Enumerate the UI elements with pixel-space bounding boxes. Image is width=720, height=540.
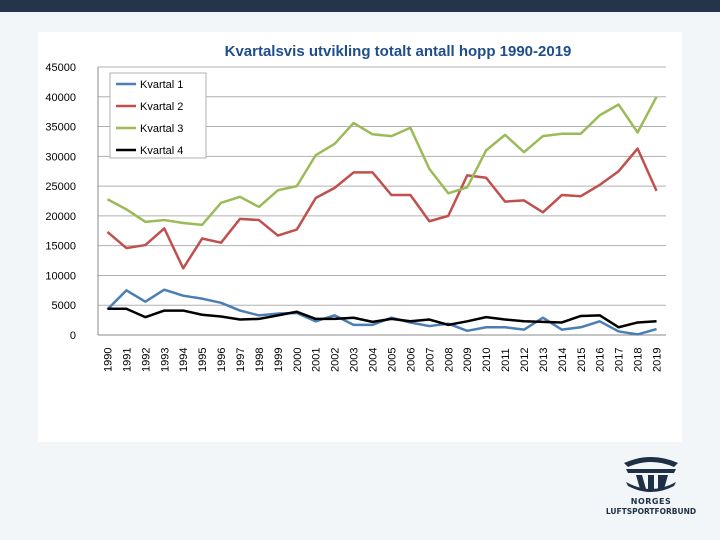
wing-emblem-icon (624, 457, 678, 492)
y-tick-label: 35000 (45, 122, 76, 134)
x-tick-label: 1990 (102, 348, 114, 372)
x-tick-label: 2012 (519, 348, 531, 372)
y-tick-label: 5000 (52, 300, 76, 312)
logo-text-luftsportforbund: LUFTSPORTFORBUND (605, 507, 697, 516)
x-tick-label: 1993 (159, 348, 171, 372)
x-tick-label: 1991 (121, 348, 133, 372)
x-tick-label: 2015 (576, 348, 588, 372)
y-tick-label: 45000 (45, 62, 76, 74)
legend-label: Kvartal 2 (140, 101, 183, 113)
y-tick-label: 30000 (45, 151, 76, 163)
y-tick-label: 10000 (45, 270, 76, 282)
x-tick-label: 2008 (443, 348, 455, 372)
x-tick-label: 1992 (140, 348, 152, 372)
x-tick-label: 1994 (178, 348, 190, 372)
legend-label: Kvartal 4 (140, 145, 183, 157)
legend-box (109, 72, 207, 159)
x-tick-label: 1996 (216, 348, 228, 372)
nlf-logo: NORGES LUFTSPORTFORBUND (596, 452, 706, 524)
x-tick-label: 2007 (424, 348, 436, 372)
x-tick-label: 2011 (500, 348, 512, 372)
x-tick-label: 2004 (368, 348, 380, 372)
y-tick-label: 20000 (45, 211, 76, 223)
legend-label: Kvartal 1 (140, 79, 183, 91)
series-line-2 (106, 147, 658, 270)
x-tick-label: 2002 (330, 348, 342, 372)
line-chart: Kvartalsvis utvikling totalt antall hopp… (45, 43, 666, 372)
x-tick-label: 1997 (235, 348, 247, 372)
x-tick-label: 2018 (633, 348, 645, 372)
x-tick-label: 1995 (197, 348, 209, 372)
series-line-3 (106, 96, 658, 227)
x-tick-label: 2009 (462, 348, 474, 372)
logo-text-norges: NORGES (630, 497, 672, 506)
x-tick-label: 2005 (386, 348, 398, 372)
chart-title: Kvartalsvis utvikling totalt antall hopp… (225, 43, 572, 60)
x-tick-label: 2000 (292, 348, 304, 372)
chart-panel: Kvartalsvis utvikling totalt antall hopp… (38, 32, 682, 442)
x-tick-label: 1999 (273, 348, 285, 372)
legend-label: Kvartal 3 (140, 123, 183, 135)
x-tick-label: 2001 (311, 348, 323, 372)
x-tick-label: 2003 (349, 348, 361, 372)
x-tick-label: 2013 (538, 348, 550, 372)
x-tick-label: 2010 (481, 348, 493, 372)
series-line-4 (107, 307, 657, 329)
x-tick-label: 1998 (254, 348, 266, 372)
y-tick-label: 0 (70, 330, 76, 342)
y-tick-label: 15000 (45, 241, 76, 253)
y-tick-label: 25000 (45, 181, 76, 193)
y-tick-label: 40000 (45, 92, 76, 104)
top-header-bar (0, 0, 720, 12)
x-tick-label: 2019 (652, 348, 664, 372)
x-tick-label: 2017 (614, 348, 626, 372)
x-tick-label: 2016 (595, 348, 607, 372)
x-tick-label: 2006 (405, 348, 417, 372)
x-tick-label: 2014 (557, 348, 569, 372)
